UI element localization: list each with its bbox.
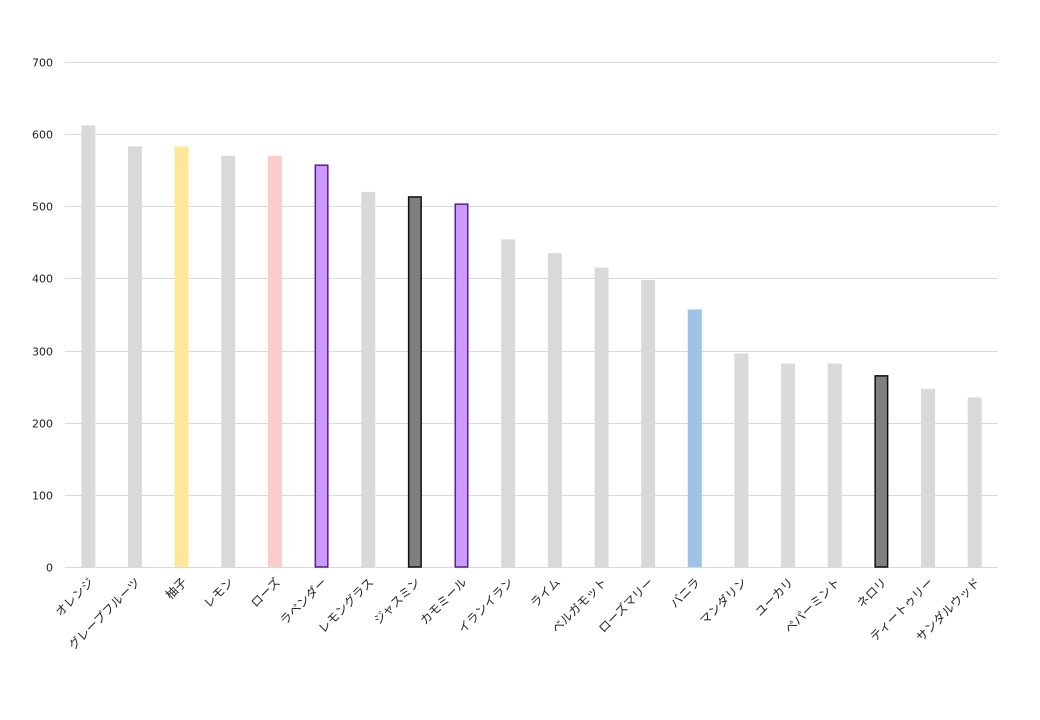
bar: [967, 397, 982, 567]
y-tick-label: 700: [32, 57, 53, 70]
bar: [454, 203, 469, 568]
bar: [127, 146, 142, 567]
x-tick-label: ローズ: [247, 575, 283, 611]
x-tick-label: ジャスミン: [371, 575, 423, 627]
x-tick-label: ユーカリ: [752, 575, 796, 619]
bar: [921, 388, 936, 567]
x-tick-label: レモン: [201, 575, 236, 610]
bar: [174, 146, 189, 567]
bar: [874, 375, 889, 568]
x-tick-label: マンダリン: [697, 575, 750, 628]
x-tick-label: オレンジ: [53, 575, 97, 619]
bar: [827, 363, 842, 567]
bar: [687, 309, 702, 567]
x-tick-label: 柚子: [162, 575, 190, 603]
y-tick-label: 600: [32, 129, 53, 142]
bar: [407, 196, 422, 568]
bar: [547, 253, 562, 567]
bar: [501, 239, 516, 567]
bar: [641, 279, 656, 567]
y-tick-label: 400: [32, 273, 53, 286]
bar: [361, 191, 376, 568]
y-tick-label: 0: [46, 562, 53, 575]
bars: [81, 125, 982, 568]
bar: [314, 164, 329, 568]
bar: [221, 155, 236, 568]
gridlines: [65, 62, 998, 568]
y-tick-label: 300: [32, 346, 53, 359]
x-tick-label: ネロリ: [854, 575, 889, 610]
y-tick-label: 500: [32, 201, 53, 214]
bar: [267, 155, 282, 568]
bar: [81, 125, 96, 568]
y-tick-label: 100: [32, 490, 53, 503]
x-tick-label: バニラ: [668, 575, 703, 610]
bar: [594, 267, 609, 567]
bar: [734, 353, 749, 567]
y-axis-ticks: 0 100 200 300 400 500 600 700: [32, 57, 53, 575]
bar: [781, 363, 796, 567]
y-tick-label: 200: [32, 418, 53, 431]
x-tick-label: ライム: [528, 575, 563, 610]
